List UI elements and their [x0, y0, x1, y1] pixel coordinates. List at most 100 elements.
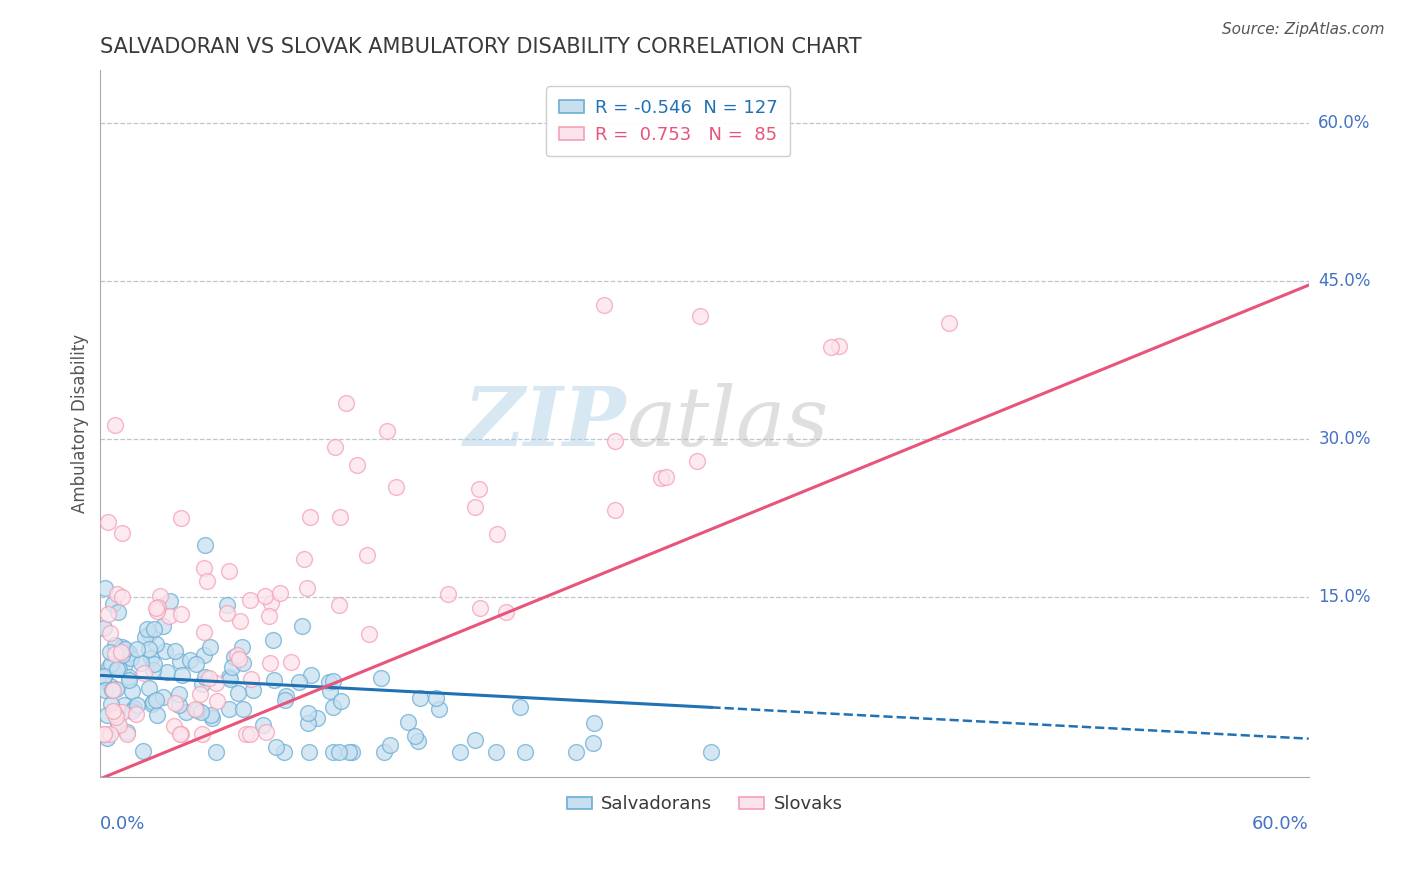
Point	[96, 731, 118, 745]
Text: atlas: atlas	[626, 384, 828, 463]
Point	[105, 681, 128, 696]
Point	[142, 657, 165, 671]
Point	[218, 565, 240, 579]
Point	[115, 727, 138, 741]
Point	[194, 670, 217, 684]
Point	[357, 627, 380, 641]
Point	[155, 665, 177, 679]
Point	[132, 665, 155, 680]
Point	[146, 604, 169, 618]
Point	[188, 687, 211, 701]
Point	[218, 671, 240, 685]
Text: 30.0%: 30.0%	[1319, 430, 1371, 448]
Point	[110, 645, 132, 659]
Point	[295, 581, 318, 595]
Point	[222, 650, 245, 665]
Point	[100, 626, 122, 640]
Point	[370, 671, 392, 685]
Point	[650, 471, 672, 485]
Point	[495, 605, 517, 619]
Point	[322, 745, 344, 759]
Point	[167, 687, 190, 701]
Point	[194, 538, 217, 552]
Point	[467, 482, 489, 496]
Text: ZIP: ZIP	[464, 384, 626, 463]
Point	[828, 338, 851, 352]
Point	[141, 697, 163, 711]
Point	[231, 640, 253, 654]
Point	[170, 607, 193, 622]
Point	[93, 727, 115, 741]
Point	[605, 434, 627, 449]
Point	[111, 525, 134, 540]
Point	[509, 700, 531, 714]
Point	[337, 745, 360, 759]
Point	[131, 743, 153, 757]
Point	[193, 625, 215, 640]
Text: Source: ZipAtlas.com: Source: ZipAtlas.com	[1222, 22, 1385, 37]
Legend: Salvadorans, Slovaks: Salvadorans, Slovaks	[560, 789, 849, 821]
Text: 15.0%: 15.0%	[1319, 589, 1371, 607]
Point	[193, 561, 215, 575]
Point	[329, 510, 352, 524]
Point	[232, 656, 254, 670]
Text: 0.0%: 0.0%	[100, 815, 146, 833]
Point	[107, 662, 129, 676]
Point	[197, 671, 219, 685]
Point	[239, 672, 262, 686]
Point	[104, 638, 127, 652]
Point	[163, 718, 186, 732]
Point	[297, 706, 319, 720]
Point	[170, 510, 193, 524]
Point	[129, 657, 152, 671]
Point	[118, 673, 141, 688]
Text: 45.0%: 45.0%	[1319, 272, 1371, 290]
Point	[201, 711, 224, 725]
Point	[98, 680, 121, 694]
Point	[172, 667, 194, 681]
Point	[96, 708, 118, 723]
Point	[141, 650, 163, 665]
Point	[221, 660, 243, 674]
Point	[104, 417, 127, 432]
Point	[464, 732, 486, 747]
Point	[319, 683, 342, 698]
Point	[97, 659, 120, 673]
Point	[145, 637, 167, 651]
Point	[280, 655, 302, 669]
Point	[427, 701, 450, 715]
Text: SALVADORAN VS SLOVAK AMBULATORY DISABILITY CORRELATION CHART: SALVADORAN VS SLOVAK AMBULATORY DISABILI…	[100, 37, 862, 57]
Point	[328, 598, 350, 612]
Point	[485, 745, 508, 759]
Point	[94, 682, 117, 697]
Point	[291, 619, 314, 633]
Point	[111, 591, 134, 605]
Point	[100, 683, 122, 698]
Point	[318, 675, 340, 690]
Point	[375, 424, 398, 438]
Point	[820, 340, 842, 354]
Point	[115, 725, 138, 739]
Point	[582, 736, 605, 750]
Point	[254, 725, 277, 739]
Point	[218, 702, 240, 716]
Y-axis label: Ambulatory Disability: Ambulatory Disability	[72, 334, 89, 513]
Point	[252, 718, 274, 732]
Point	[100, 657, 122, 672]
Point	[373, 745, 395, 759]
Point	[111, 648, 134, 662]
Point	[378, 738, 401, 752]
Point	[121, 704, 143, 718]
Point	[340, 745, 363, 759]
Point	[299, 668, 322, 682]
Point	[356, 548, 378, 562]
Point	[142, 663, 165, 677]
Point	[655, 470, 678, 484]
Point	[242, 682, 264, 697]
Point	[138, 681, 160, 696]
Point	[169, 727, 191, 741]
Point	[145, 601, 167, 615]
Point	[406, 733, 429, 747]
Point	[259, 656, 281, 670]
Point	[346, 458, 368, 472]
